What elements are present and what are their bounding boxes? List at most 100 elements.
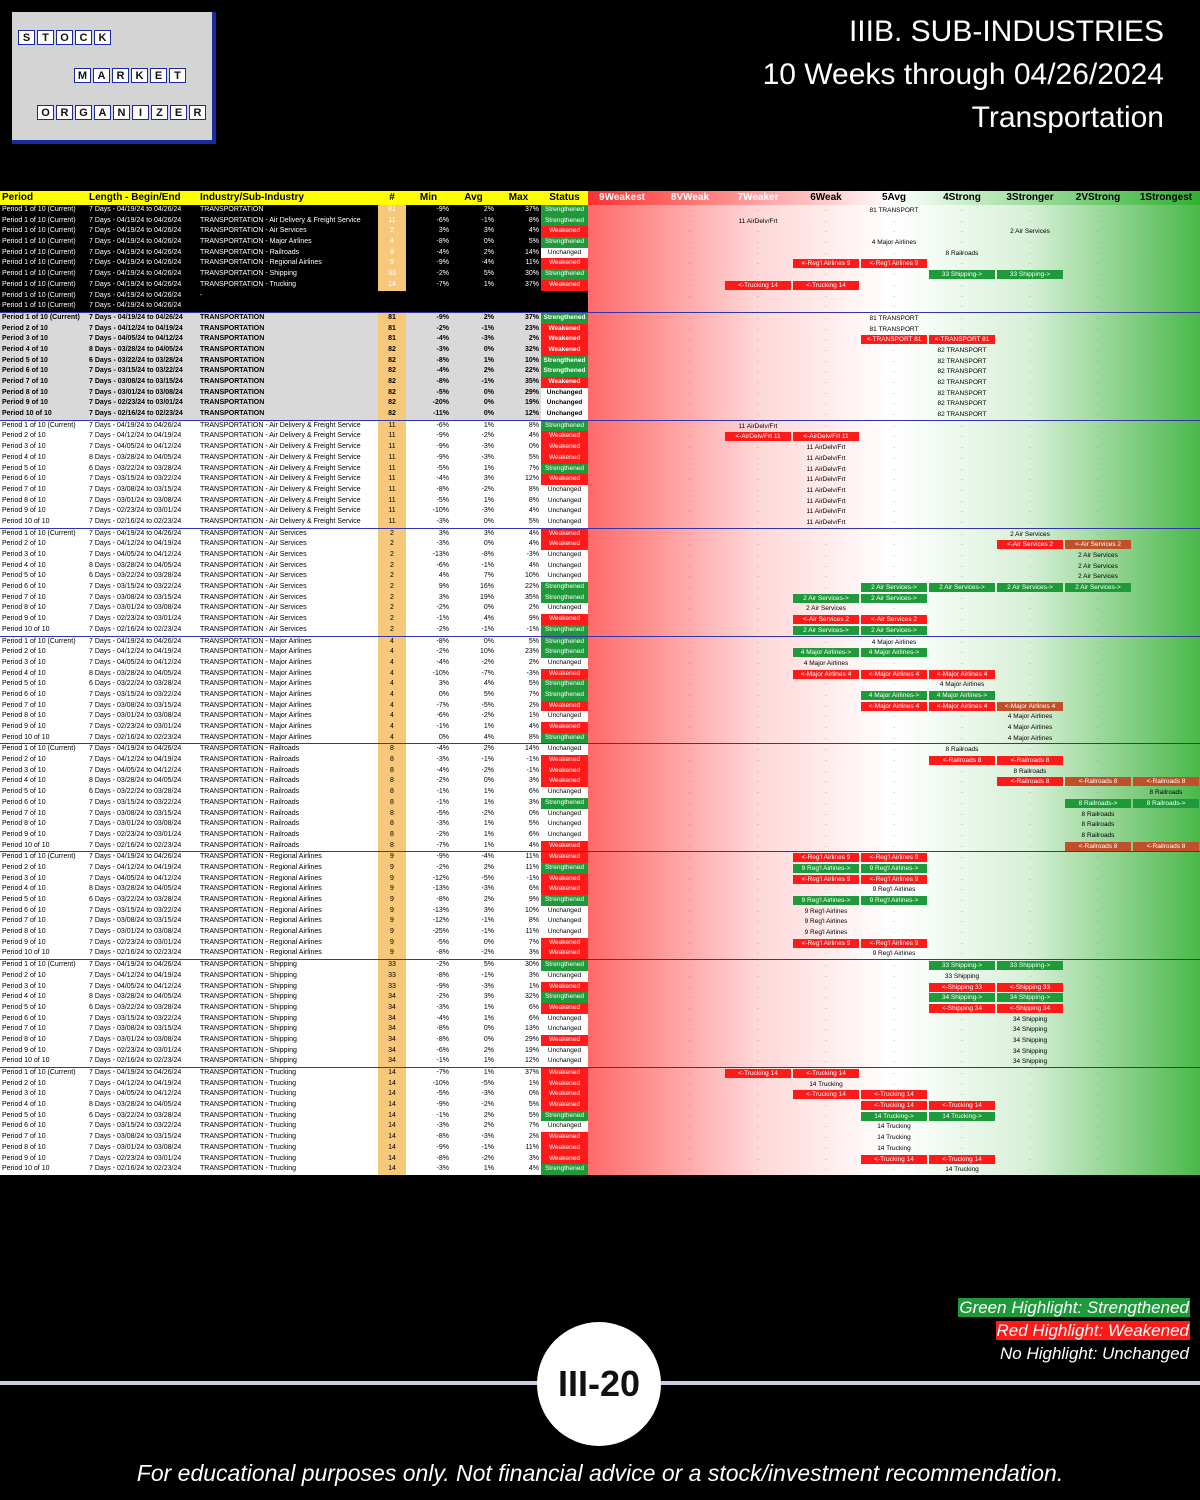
bucket-dot: . [1029, 291, 1031, 299]
cell-max: 6% [528, 1003, 539, 1011]
cell-min: -1% [436, 1057, 449, 1065]
logo-letter: I [132, 105, 149, 120]
cell-length: 7 Days - 04/19/24 to 04/26/24 [89, 206, 182, 213]
bucket-dot: . [621, 809, 623, 817]
cell-industry: TRANSPORTATION - Air Delivery & Freight … [200, 432, 361, 440]
cell-length: 7 Days - 02/23/24 to 03/01/24 [89, 507, 182, 515]
cell-min: -10% [432, 669, 449, 677]
bucket-dot: . [961, 388, 963, 396]
cell-status: Weakened [541, 840, 588, 852]
bucket-label: 9 Reg'l Airlines [872, 886, 916, 894]
cell-min: 3% [438, 529, 449, 537]
bucket-dot: . [621, 551, 623, 558]
cell-industry: TRANSPORTATION - Air Services [200, 561, 307, 569]
cell-period: Period 5 of 10 [2, 1111, 46, 1119]
cell-period: Period 4 of 10 [2, 561, 46, 569]
cell-status: Weakened [541, 323, 588, 335]
table-row: Period 6 of 10 7 Days - 03/15/24 to 03/22… [0, 689, 588, 701]
bucket-label: 11 AirDelv/Frt [806, 486, 846, 494]
cell-max: 7% [528, 1122, 539, 1130]
cell-industry: TRANSPORTATION [200, 206, 264, 213]
bucket-dot: . [1029, 971, 1031, 979]
bucket-dot: . [1097, 367, 1099, 375]
cell-length: 7 Days - 04/19/24 to 04/26/24 [89, 1069, 182, 1076]
bucket-dot: . [1029, 1154, 1031, 1162]
bucket-dot: . [689, 1154, 691, 1162]
cell-length: 7 Days - 03/08/24 to 03/15/24 [89, 1025, 182, 1033]
bucket-dot: . [1165, 421, 1167, 429]
bucket-dot: . [689, 238, 691, 246]
cell-avg: -1% [481, 928, 494, 936]
bucket-dot: . [961, 723, 963, 730]
cell-length: 7 Days - 04/12/24 to 04/19/24 [89, 432, 182, 440]
bucket-dot: . [893, 496, 895, 504]
cell-period: Period 2 of 10 [2, 863, 46, 871]
bucket-dot: . [1165, 238, 1167, 246]
bucket-dot: . [961, 551, 963, 558]
cell-count: 82 [378, 344, 406, 356]
cell-min: -5% [436, 938, 449, 946]
bucket-dot: . [621, 485, 623, 493]
cell-status: Unchanged [541, 516, 588, 528]
bucket-row: .........33 Shipping->33 Shipping-> [588, 269, 1200, 280]
bucket-dot: . [621, 1057, 623, 1065]
bucket-label: <-Trucking 14 [793, 1069, 859, 1078]
bucket-label: 9 Reg'l Airlines [804, 929, 848, 937]
cell-avg: 0% [483, 388, 494, 396]
cell-industry: TRANSPORTATION - Air Delivery & Freight … [200, 453, 361, 461]
bucket-dot: . [825, 690, 827, 698]
bucket-dot: . [689, 701, 691, 709]
cell-max: 2% [528, 335, 539, 343]
cell-industry: TRANSPORTATION - Air Delivery & Freight … [200, 496, 361, 504]
cell-length: 7 Days - 02/23/24 to 03/01/24 [89, 1154, 182, 1162]
cell-status: Strengthened [541, 647, 588, 658]
cell-max: 35% [524, 593, 539, 601]
cell-industry: TRANSPORTATION - Regional Airlines [200, 896, 322, 903]
bucket-dot: . [893, 378, 895, 385]
bucket-dot: . [825, 993, 827, 1001]
bucket-row: ......... 14 Trucking [588, 1132, 1200, 1143]
table-row: Period 5 of 10 6 Days - 03/22/24 to 03/28… [0, 355, 588, 367]
cell-industry: TRANSPORTATION - Trucking [200, 1143, 297, 1151]
bucket-dot: . [825, 238, 827, 246]
bucket-label: <-Major Airlines 4 [861, 701, 927, 711]
table-row: Period 3 of 10 7 Days - 04/05/24 to 04/12… [0, 550, 588, 561]
cell-period: Period 7 of 10 [2, 1025, 46, 1033]
cell-length: 7 Days - 04/19/24 to 04/26/24 [89, 216, 182, 224]
legend: Green Highlight: Strengthened Red Highli… [958, 1296, 1190, 1365]
cell-period: Period 2 of 10 [2, 432, 46, 440]
cell-count: 4 [378, 722, 406, 733]
bucket-dot: . [689, 723, 691, 730]
cell-industry: TRANSPORTATION - Major Airlines [200, 669, 312, 677]
bucket-dot: . [1097, 551, 1099, 558]
cell-count: 9 [378, 852, 406, 863]
bucket-row: .........2 Air Services [588, 571, 1200, 582]
bucket-row: ......... 11 AirDelv/Frt [588, 517, 1200, 528]
cell-period: Period 2 of 10 [2, 1079, 46, 1087]
bucket-row: .........9 Reg'l Airlines [588, 948, 1200, 959]
bucket-header-1: 8VWeak [670, 192, 710, 203]
bucket-label: <-Trucking 14 [929, 1101, 995, 1111]
bucket-dot: . [1165, 906, 1167, 914]
bucket-row: ......... 11 AirDelv/Frt [588, 506, 1200, 517]
bucket-dot: . [1029, 615, 1031, 623]
bucket-dot: . [1097, 993, 1099, 1001]
cell-count: 14 [378, 1132, 406, 1143]
bucket-dot: . [689, 561, 691, 569]
bucket-label: <-Air Services 2 [861, 615, 927, 625]
cell-count: 11 [378, 463, 406, 475]
cell-min: -3% [436, 540, 449, 548]
bucket-dot: . [1097, 906, 1099, 914]
bucket-dot: . [621, 529, 623, 537]
bucket-dot: . [893, 280, 895, 288]
cell-status: Unchanged [541, 787, 588, 798]
bucket-dot: . [1165, 464, 1167, 472]
bucket-dot: . [1029, 1035, 1031, 1043]
bucket-dot: . [1165, 993, 1167, 1001]
cell-avg: 4% [483, 733, 494, 741]
cell-avg: -1% [481, 378, 494, 385]
cell-length: 7 Days - 04/12/24 to 04/19/24 [89, 756, 182, 764]
bucket-dot: . [621, 302, 623, 310]
bucket-dot: . [689, 485, 691, 493]
bucket-dot: . [893, 658, 895, 666]
